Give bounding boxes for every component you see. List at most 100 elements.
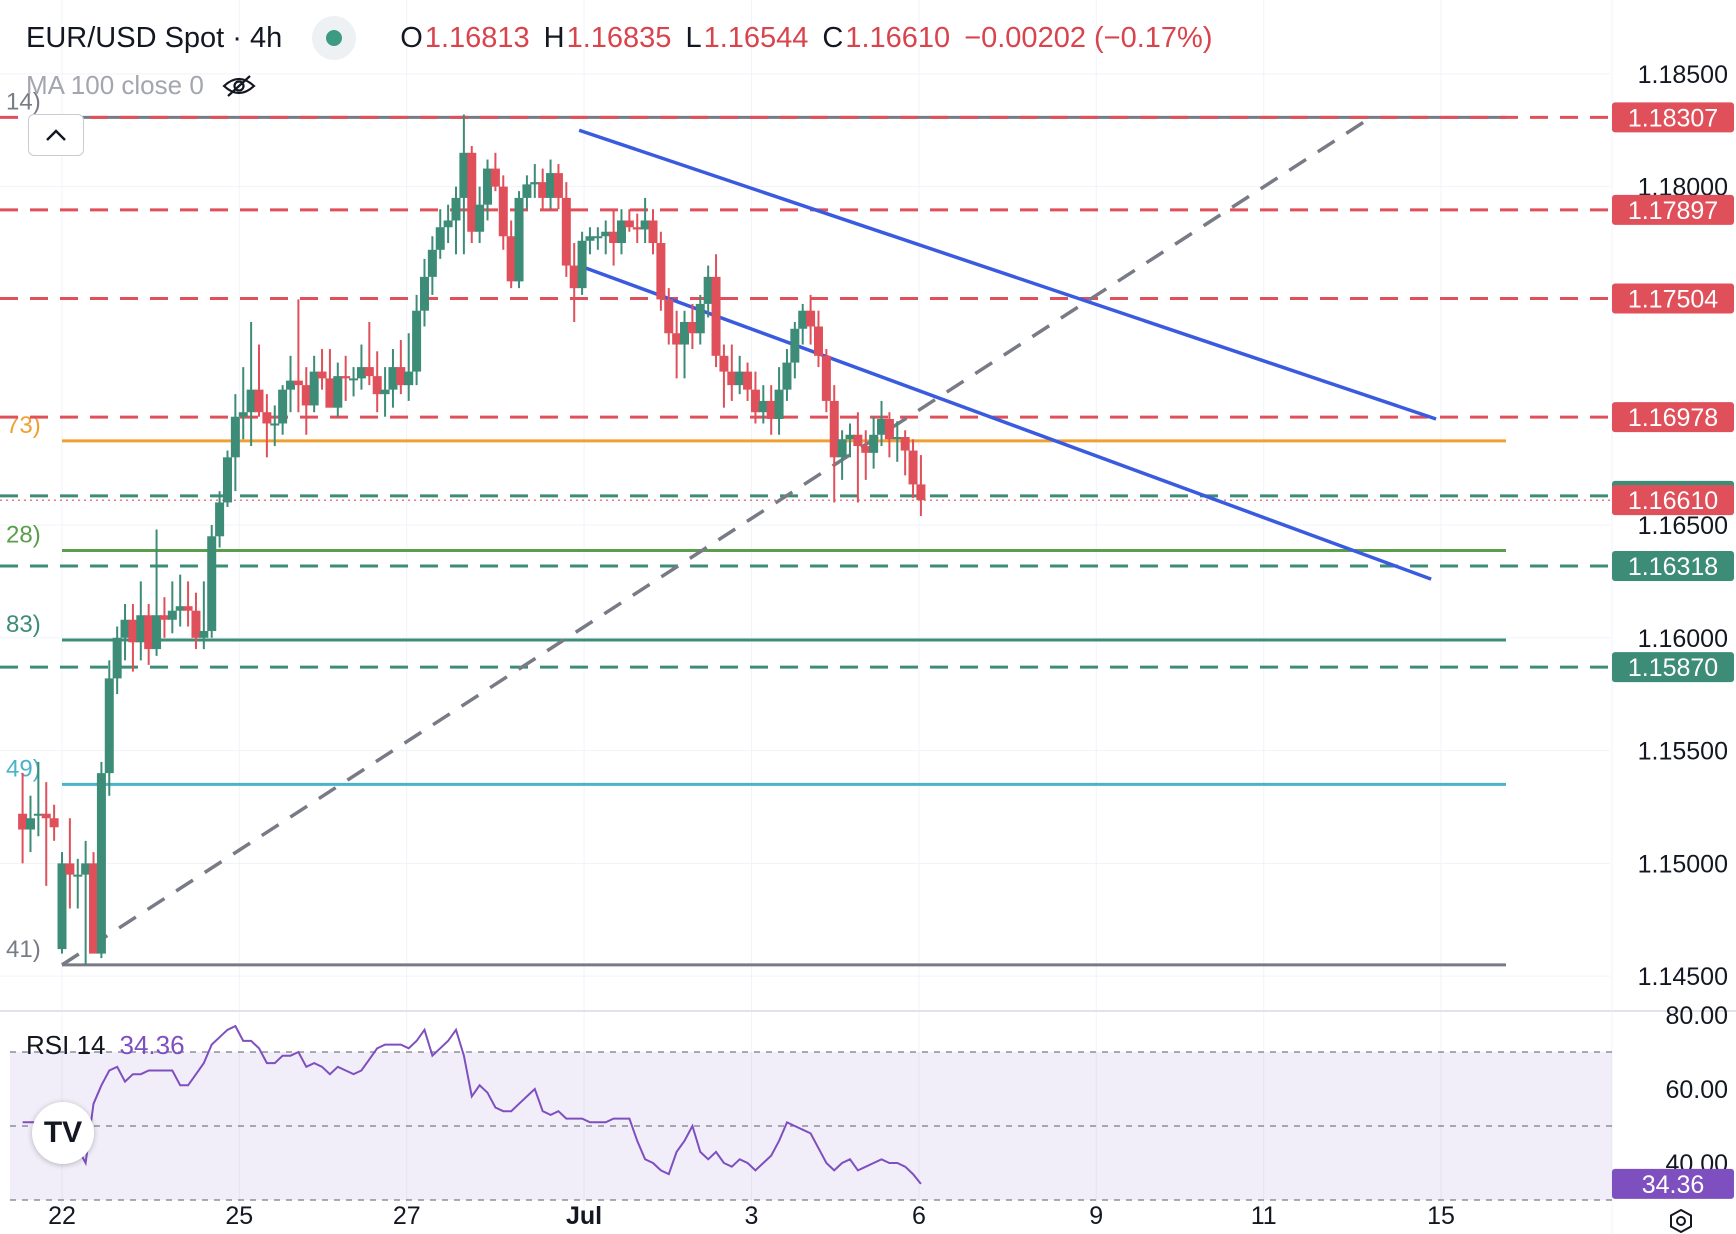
candle-body xyxy=(530,182,540,185)
time-axis-tick-label: 11 xyxy=(1251,1202,1277,1230)
candle-body xyxy=(719,355,729,372)
candle-body xyxy=(908,450,918,485)
candle-body xyxy=(167,610,177,620)
candle-body xyxy=(821,355,831,401)
candle-body xyxy=(317,371,327,379)
candle-body xyxy=(601,231,611,237)
candle-body xyxy=(711,276,721,356)
candle-body xyxy=(624,220,634,228)
price-level-badge-label: 1.17504 xyxy=(1628,286,1718,314)
fib-level-label: 83) xyxy=(6,611,41,638)
high-label: H xyxy=(543,21,565,54)
candle-body xyxy=(703,276,713,304)
candle-body xyxy=(293,380,303,386)
candle-body xyxy=(845,434,855,440)
symbol-title[interactable]: EUR/USD Spot · 4h xyxy=(26,21,283,54)
candle-body xyxy=(120,619,130,638)
candle-body xyxy=(687,321,697,334)
settings-gear-icon[interactable] xyxy=(1668,1208,1694,1234)
candle-body xyxy=(215,502,225,537)
axes: 1.185001.180001.165001.160001.155001.150… xyxy=(48,61,1734,1230)
trend-line xyxy=(578,263,1432,581)
candle-body xyxy=(758,400,768,413)
price-axis-tick-label: 1.16000 xyxy=(1638,625,1728,653)
price-level-badge xyxy=(1612,652,1734,683)
candle-body xyxy=(514,197,524,282)
price-axis-tick-label: 1.15500 xyxy=(1638,738,1728,766)
candle-body xyxy=(207,536,217,632)
candle-body xyxy=(916,484,926,501)
rsi-legend-name: RSI 14 xyxy=(26,1030,106,1060)
candle-body xyxy=(640,220,650,230)
rsi-axis-tick-label: 60.00 xyxy=(1665,1076,1728,1104)
price-level-badge xyxy=(1612,402,1734,433)
candlesticks xyxy=(18,114,926,965)
rsi-legend[interactable]: RSI 14 34.36 xyxy=(26,1030,185,1061)
candle-body xyxy=(861,446,871,453)
time-axis-tick-label: 27 xyxy=(393,1202,421,1230)
candle-body xyxy=(585,236,595,241)
candle-body xyxy=(774,389,784,419)
price-axis-tick-label: 1.18500 xyxy=(1638,61,1728,89)
candle-body xyxy=(569,265,579,289)
price-level-badge xyxy=(1612,194,1734,225)
candle-body xyxy=(475,204,485,232)
open-value: 1.16813 xyxy=(424,21,530,54)
candle-body xyxy=(33,813,43,816)
close-value: 1.16610 xyxy=(845,21,951,54)
change-value: −0.00202 (−0.17%) xyxy=(964,21,1213,54)
price-axis-tick-label: 1.16500 xyxy=(1638,512,1728,540)
rsi-value-badge-label: 34.36 xyxy=(1642,1171,1705,1199)
close-label: C xyxy=(822,21,844,54)
candle-body xyxy=(262,412,272,424)
candle-body xyxy=(96,773,106,954)
price-level-badge xyxy=(1612,283,1734,314)
price-levels: 14)73)28)83)49)41) xyxy=(0,88,1612,967)
candle-body xyxy=(672,333,682,345)
high-value: 1.16835 xyxy=(566,21,672,54)
candle-body xyxy=(892,437,902,440)
candle-body xyxy=(128,619,138,643)
candle-body xyxy=(459,152,469,198)
candle-body xyxy=(553,173,563,198)
candle-body xyxy=(388,367,398,390)
rsi-axis-tick-label: 80.00 xyxy=(1665,1002,1728,1030)
candle-body xyxy=(57,863,67,950)
candle-body xyxy=(451,197,461,221)
candle-body xyxy=(522,184,532,198)
candle-body xyxy=(309,371,319,406)
candle-body xyxy=(561,197,571,266)
candle-body xyxy=(333,376,343,408)
candle-body xyxy=(238,412,248,417)
candle-body xyxy=(813,326,823,356)
candle-body xyxy=(467,152,477,232)
candle-body xyxy=(538,182,548,198)
collapse-legend-button[interactable] xyxy=(28,114,84,156)
candle-body xyxy=(648,220,658,244)
candle-body xyxy=(483,168,493,205)
hidden-eye-icon[interactable] xyxy=(222,74,256,98)
price-level-badge xyxy=(1612,102,1734,133)
candle-body xyxy=(806,310,816,327)
candle-body xyxy=(695,303,705,334)
chevron-up-icon xyxy=(46,129,66,141)
candle-body xyxy=(380,389,390,395)
rsi-line xyxy=(22,1024,922,1185)
candle-body xyxy=(829,400,839,458)
chart-header: EUR/USD Spot · 4h O 1.16813 H 1.16835 L 1.1… xyxy=(26,16,1213,60)
candle-body xyxy=(104,678,114,774)
candle-body xyxy=(81,863,91,875)
candle-body xyxy=(278,389,288,424)
candle-body xyxy=(593,236,603,239)
price-level-badge-label: 1.16318 xyxy=(1628,553,1718,581)
open-label: O xyxy=(400,21,423,54)
candle-body xyxy=(750,389,760,413)
candle-body xyxy=(222,457,232,503)
ma-legend[interactable]: MA 100 close 0 xyxy=(26,70,256,101)
time-axis-tick-label: 3 xyxy=(745,1202,759,1230)
low-label: L xyxy=(685,21,702,54)
candle-body xyxy=(900,437,910,451)
tradingview-logo[interactable]: TV xyxy=(32,1102,94,1164)
time-axis-tick-label: 9 xyxy=(1089,1202,1103,1230)
